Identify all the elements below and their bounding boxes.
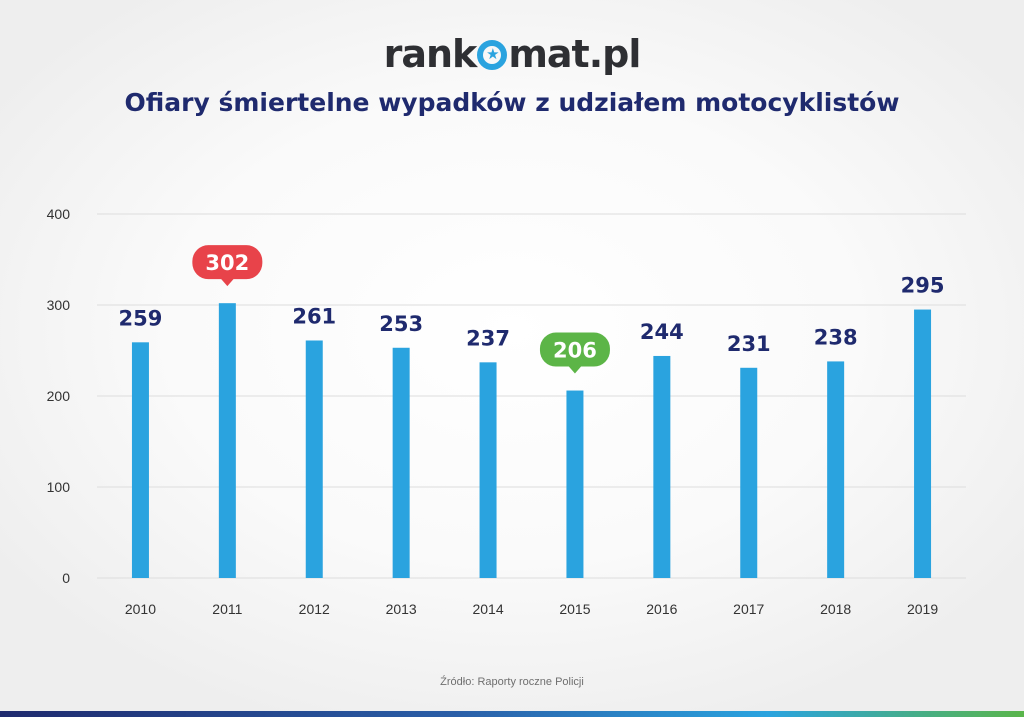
y-tick-label: 0 [62, 570, 70, 586]
data-label: 231 [727, 332, 771, 356]
x-tick-label: 2015 [559, 601, 590, 617]
data-label-bubble [539, 332, 610, 367]
bar [131, 342, 149, 578]
bar [479, 362, 497, 578]
source-note: Źródło: Raporty roczne Policji [440, 676, 584, 688]
x-tick-label: 2013 [386, 601, 417, 617]
data-label: 259 [119, 306, 163, 330]
rankomat-logo: rank mat.pl [0, 32, 1024, 76]
chart-title: Ofiary śmiertelne wypadków z udziałem mo… [124, 88, 900, 117]
bubble-pointer [567, 365, 582, 374]
y-tick-label: 300 [47, 297, 71, 313]
x-tick-label: 2010 [125, 601, 156, 617]
data-label: 238 [814, 325, 858, 349]
logo-text-end: mat.pl [508, 32, 641, 76]
bar [827, 361, 845, 578]
star-circle-icon [477, 40, 508, 70]
data-label: 244 [640, 320, 684, 344]
x-tick-label: 2018 [820, 601, 851, 617]
data-label-bubble [192, 245, 263, 280]
data-label: 295 [901, 274, 945, 298]
logo-text-start: rank [383, 32, 478, 76]
x-tick-label: 2011 [212, 601, 242, 617]
data-label: 261 [292, 304, 336, 328]
bar [566, 390, 584, 578]
x-tick-label: 2017 [733, 601, 764, 617]
bubble-pointer [220, 278, 235, 287]
bar [914, 309, 932, 578]
bar [653, 355, 671, 578]
y-tick-label: 200 [47, 388, 71, 404]
data-label: 237 [466, 326, 510, 350]
y-tick-label: 100 [47, 479, 71, 495]
bar [305, 340, 323, 578]
footer-gradient-bar [0, 711, 1024, 717]
x-tick-label: 2016 [646, 601, 677, 617]
x-tick-label: 2014 [472, 601, 503, 617]
bar [740, 367, 758, 578]
x-tick-label: 2019 [907, 601, 938, 617]
y-tick-label: 400 [47, 206, 71, 222]
bar [392, 347, 410, 578]
data-label: 206 [553, 339, 597, 363]
x-tick-label: 2012 [299, 601, 330, 617]
data-label: 253 [379, 312, 423, 336]
data-label: 302 [205, 251, 249, 275]
bar [218, 303, 236, 578]
